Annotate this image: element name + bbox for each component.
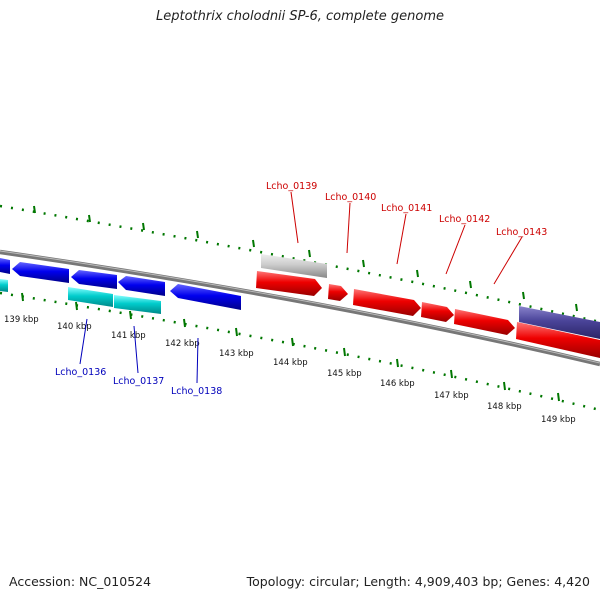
map-title: Leptothrix cholodnii SP-6, complete geno… [156, 9, 444, 24]
gene-label-lcho-0139[interactable]: Lcho_0139 [266, 181, 317, 192]
forward-strand-genes [256, 254, 600, 358]
inner-dotted-ring [0, 291, 600, 412]
reverse-strand-genes [0, 258, 241, 314]
gene-label-lcho-0143[interactable]: Lcho_0143 [496, 227, 547, 238]
gene-arrow-forward[interactable] [328, 284, 348, 301]
gene-block-grey[interactable] [261, 254, 327, 278]
gene-arrow-forward[interactable] [256, 271, 322, 296]
genome-backbone [0, 249, 600, 367]
gene-arrow-forward[interactable] [353, 289, 421, 316]
rna-gene-block[interactable] [0, 279, 8, 292]
gene-label-lcho-0138[interactable]: Lcho_0138 [171, 386, 222, 397]
gene-arrow-reverse[interactable] [0, 258, 10, 274]
tick-label: 146 kbp [380, 379, 415, 389]
rna-gene-block[interactable] [114, 295, 161, 314]
gene-arrow-forward[interactable] [421, 302, 454, 322]
gene-arrow-reverse[interactable] [71, 270, 117, 289]
gene-label-lcho-0141[interactable]: Lcho_0141 [381, 203, 432, 214]
gene-block-purple[interactable] [519, 306, 600, 339]
tick-label: 143 kbp [219, 349, 254, 359]
inner-major-ticks [21, 292, 560, 402]
genome-summary-text: Topology: circular; Length: 4,909,403 bp… [246, 574, 590, 589]
gene-arrow-reverse[interactable] [118, 276, 165, 296]
gene-label-lcho-0136[interactable]: Lcho_0136 [55, 367, 106, 378]
reverse-gene-labels [79, 318, 199, 384]
tick-label: 142 kbp [165, 339, 200, 349]
gene-arrow-reverse[interactable] [12, 262, 69, 283]
accession-text: Accession: NC_010524 [9, 574, 152, 589]
scale-labels: 139 kbp 140 kbp 141 kbp 142 kbp 143 kbp … [4, 315, 576, 425]
gene-arrow-forward[interactable] [454, 309, 515, 335]
forward-gene-labels [290, 191, 523, 285]
tick-label: 144 kbp [273, 358, 308, 368]
gene-label-lcho-0140[interactable]: Lcho_0140 [325, 192, 376, 203]
tick-label: 148 kbp [487, 402, 522, 412]
gene-arrow-forward[interactable] [516, 322, 600, 358]
rna-gene-block[interactable] [68, 287, 113, 307]
gene-label-lcho-0137[interactable]: Lcho_0137 [113, 376, 164, 387]
tick-label: 147 kbp [434, 391, 469, 401]
tick-label: 149 kbp [541, 415, 576, 425]
tick-label: 140 kbp [57, 322, 92, 332]
gene-arrow-reverse[interactable] [170, 284, 241, 310]
tick-label: 139 kbp [4, 315, 39, 325]
tick-label: 145 kbp [327, 369, 362, 379]
gene-label-lcho-0142[interactable]: Lcho_0142 [439, 214, 490, 225]
tick-label: 141 kbp [111, 331, 146, 341]
outer-major-ticks [33, 205, 578, 312]
